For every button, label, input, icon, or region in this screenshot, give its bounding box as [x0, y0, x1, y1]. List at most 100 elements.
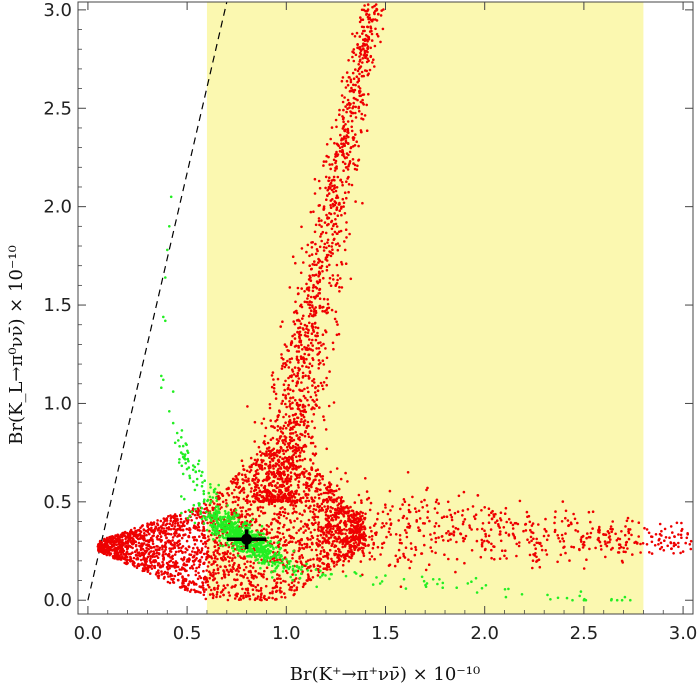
red-data-point — [346, 98, 350, 102]
red-data-point — [258, 523, 262, 527]
red-data-point — [305, 426, 309, 430]
red-data-point — [266, 497, 269, 501]
red-data-point — [317, 482, 321, 486]
red-data-point — [407, 503, 411, 507]
red-data-point — [437, 536, 440, 539]
green-data-point — [305, 562, 308, 566]
red-data-point — [264, 488, 267, 492]
red-data-point — [321, 546, 324, 549]
red-data-point — [256, 472, 260, 475]
red-data-point — [339, 277, 342, 280]
red-data-point — [271, 459, 275, 462]
red-data-point — [212, 568, 216, 572]
red-data-point — [212, 520, 215, 523]
red-data-point — [685, 536, 689, 540]
red-data-point — [257, 445, 261, 449]
red-data-point — [333, 212, 336, 215]
red-data-point — [204, 588, 208, 591]
red-data-point — [148, 559, 152, 562]
red-data-point — [353, 544, 357, 548]
red-data-point — [490, 548, 493, 552]
red-data-point — [323, 531, 326, 535]
red-data-point — [342, 537, 346, 540]
red-data-point — [484, 535, 488, 538]
red-data-point — [282, 449, 285, 452]
red-data-point — [330, 489, 334, 493]
red-data-point — [298, 330, 302, 334]
red-data-point — [150, 530, 153, 533]
red-data-point — [143, 552, 146, 555]
red-data-point — [236, 503, 240, 507]
red-data-point — [319, 381, 323, 385]
red-data-point — [354, 97, 357, 101]
red-data-point — [246, 560, 249, 563]
red-data-point — [299, 451, 302, 454]
red-data-point — [345, 166, 348, 169]
red-data-point — [326, 302, 330, 306]
red-data-point — [316, 487, 319, 491]
red-data-point — [184, 550, 187, 554]
red-data-point — [129, 540, 133, 544]
red-data-point — [677, 545, 680, 549]
red-data-point — [366, 50, 369, 54]
red-data-point — [370, 555, 374, 558]
red-data-point — [235, 495, 238, 499]
red-data-point — [361, 522, 365, 525]
red-data-point — [362, 38, 365, 41]
red-data-point — [353, 88, 357, 92]
red-data-point — [317, 359, 321, 362]
red-data-point — [278, 589, 282, 592]
red-data-point — [275, 438, 279, 441]
red-data-point — [292, 425, 295, 429]
red-data-point — [157, 562, 161, 565]
red-data-point — [310, 467, 314, 471]
red-data-point — [310, 246, 314, 249]
red-data-point — [105, 536, 109, 540]
red-data-point — [314, 252, 318, 256]
red-data-point — [157, 574, 160, 578]
red-data-point — [231, 557, 234, 560]
red-data-point — [317, 341, 320, 345]
red-data-point — [252, 577, 255, 580]
red-data-point — [369, 54, 373, 58]
red-data-point — [609, 548, 613, 551]
red-data-point — [357, 542, 361, 545]
red-data-point — [376, 545, 380, 549]
red-data-point — [192, 538, 196, 542]
red-data-point — [155, 551, 159, 555]
red-data-point — [272, 383, 276, 387]
red-data-point — [129, 545, 133, 549]
red-data-point — [376, 512, 380, 515]
green-data-point — [291, 564, 295, 568]
red-data-point — [267, 525, 271, 528]
red-data-point — [289, 484, 293, 487]
red-data-point — [332, 278, 335, 281]
red-data-point — [473, 517, 477, 521]
red-data-point — [173, 574, 177, 578]
red-data-point — [310, 267, 314, 271]
red-data-point — [223, 576, 227, 579]
red-data-point — [326, 552, 330, 555]
red-data-point — [179, 528, 183, 532]
red-data-point — [334, 544, 337, 548]
red-data-point — [316, 515, 320, 519]
red-data-point — [244, 509, 248, 513]
red-data-point — [259, 593, 263, 597]
red-data-point — [253, 473, 257, 477]
red-data-point — [680, 536, 683, 539]
red-data-point — [325, 383, 329, 387]
red-data-point — [396, 558, 400, 561]
red-data-point — [354, 68, 357, 71]
red-data-point — [325, 509, 329, 513]
red-data-point — [492, 545, 495, 548]
red-data-point — [359, 510, 363, 514]
red-data-point — [295, 489, 299, 493]
red-data-point — [314, 452, 318, 456]
red-data-point — [591, 527, 594, 530]
red-data-point — [283, 540, 287, 543]
red-data-point — [131, 530, 134, 534]
red-data-point — [536, 559, 539, 562]
red-data-point — [265, 566, 269, 569]
red-data-point — [343, 545, 347, 548]
red-data-point — [447, 557, 450, 561]
